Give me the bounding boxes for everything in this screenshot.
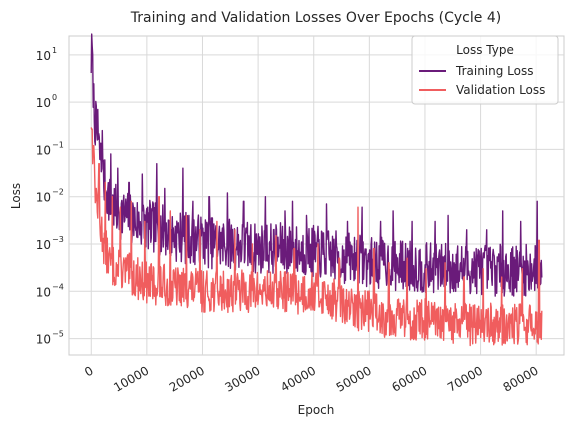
x-tick-label: 10000 bbox=[111, 363, 151, 394]
x-tick-label: 50000 bbox=[334, 363, 374, 394]
legend-title: Loss Type bbox=[456, 43, 514, 57]
legend-label-validation: Validation Loss bbox=[456, 83, 545, 97]
y-tick-label: 10 bbox=[36, 191, 51, 205]
x-axis-label: Epoch bbox=[298, 403, 335, 417]
legend-box bbox=[411, 35, 559, 105]
y-tick-exponent: −3 bbox=[52, 235, 64, 244]
series-layer bbox=[90, 33, 543, 347]
series-line-validation-loss bbox=[90, 127, 543, 347]
y-tick-exponent: −1 bbox=[52, 140, 64, 149]
y-tick-label: 10 bbox=[36, 333, 51, 347]
y-axis-label: Loss bbox=[9, 183, 23, 209]
x-tick-label: 0 bbox=[82, 363, 96, 379]
y-tick-label: 10 bbox=[36, 143, 51, 157]
y-tick-label: 10 bbox=[36, 285, 51, 299]
y-tick-label: 10 bbox=[36, 96, 51, 110]
y-tick-exponent: −2 bbox=[52, 188, 64, 197]
x-tick-label: 20000 bbox=[167, 363, 207, 394]
y-tick-label: 10 bbox=[36, 49, 51, 63]
y-tick-exponent: −5 bbox=[52, 330, 64, 339]
legend: Loss Type Training Loss Validation Loss bbox=[411, 35, 559, 105]
x-tick-labels: 0 10000 20000 30000 40000 50000 60000 70000 8000… bbox=[82, 363, 541, 394]
y-tick-exponent: 0 bbox=[52, 93, 57, 102]
x-tick-label: 30000 bbox=[223, 363, 263, 394]
x-tick-label: 40000 bbox=[278, 363, 318, 394]
series-line-training-loss bbox=[90, 33, 543, 297]
y-tick-exponent: −4 bbox=[52, 282, 64, 291]
y-tick-label: 10 bbox=[36, 238, 51, 252]
x-tick-label: 70000 bbox=[445, 363, 485, 394]
x-tick-label: 80000 bbox=[501, 363, 541, 394]
x-tick-label: 60000 bbox=[389, 363, 429, 394]
legend-label-training: Training Loss bbox=[455, 64, 533, 78]
chart-title: Training and Validation Losses Over Epoc… bbox=[130, 10, 501, 26]
y-tick-exponent: 1 bbox=[52, 46, 57, 55]
